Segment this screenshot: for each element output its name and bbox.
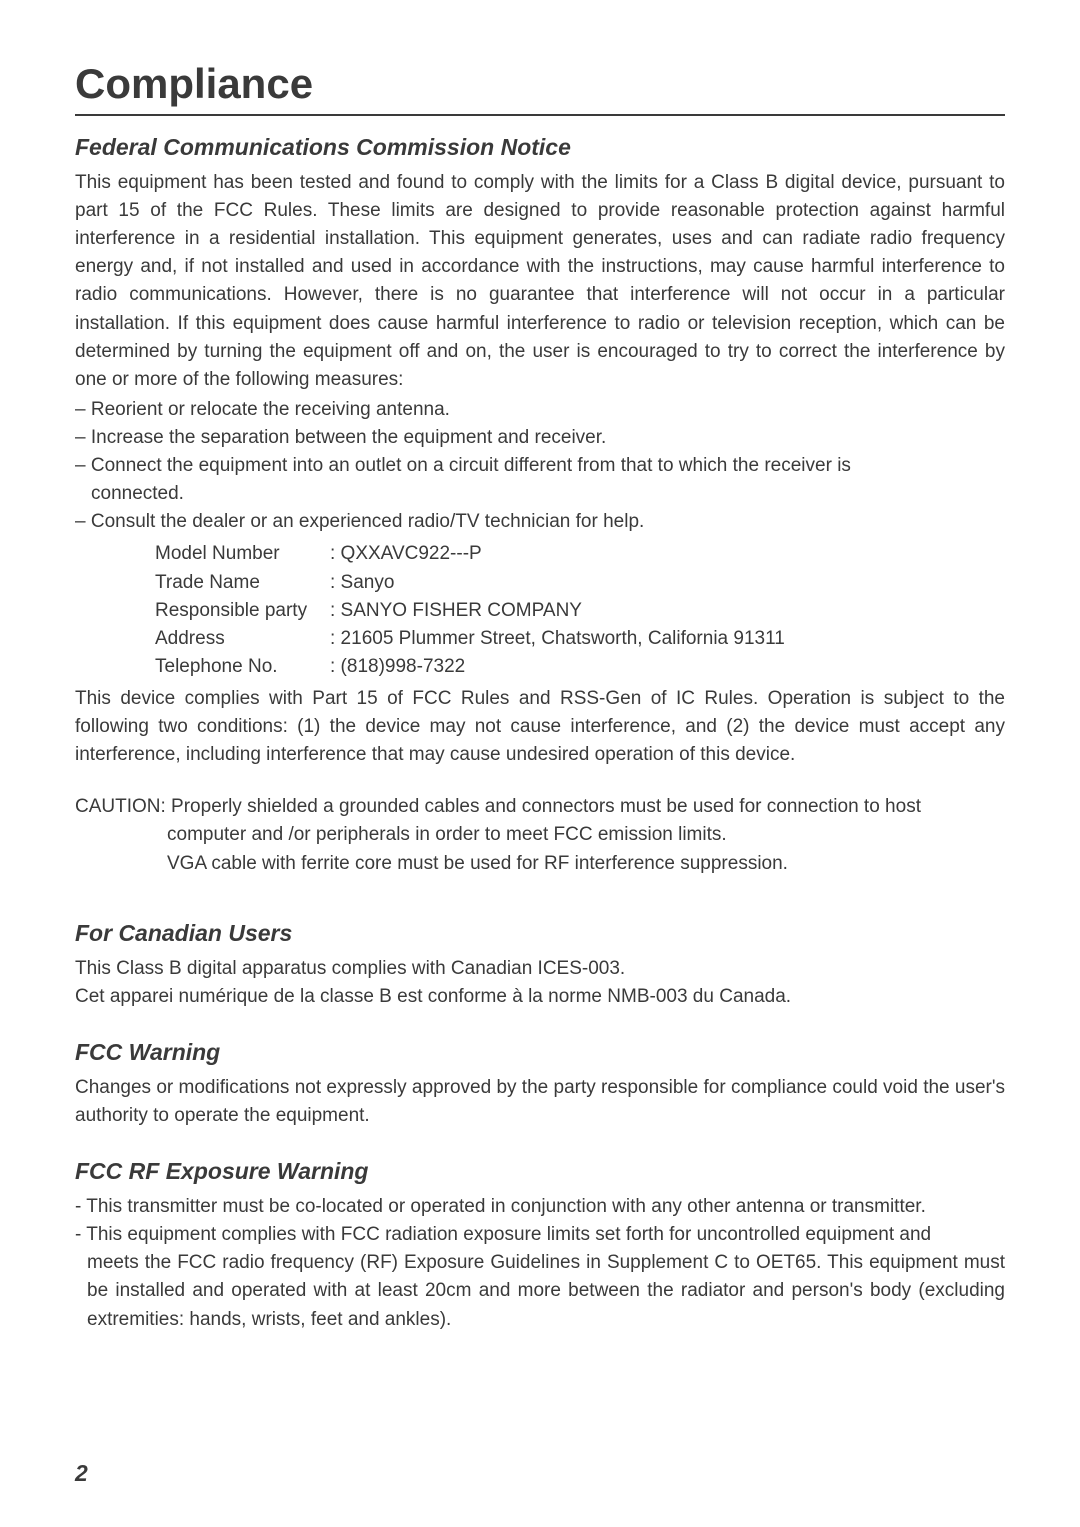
- bullet-item: – Reorient or relocate the receiving ant…: [75, 396, 1005, 424]
- rf-item: - This transmitter must be co-located or…: [75, 1193, 1005, 1221]
- rf-exposure-heading: FCC RF Exposure Warning: [75, 1158, 1005, 1185]
- canadian-heading: For Canadian Users: [75, 920, 1005, 947]
- bullet-item: – Connect the equipment into an outlet o…: [75, 452, 1005, 480]
- info-value: : 21605 Plummer Street, Chatsworth, Cali…: [330, 625, 1005, 653]
- info-table: Model Number : QXXAVC922---P Trade Name …: [155, 540, 1005, 681]
- info-value: : QXXAVC922---P: [330, 540, 1005, 568]
- bullet-item: – Consult the dealer or an experienced r…: [75, 508, 1005, 536]
- canadian-line: Cet apparei numérique de la classe B est…: [75, 983, 1005, 1011]
- table-row: Address : 21605 Plummer Street, Chatswor…: [155, 625, 1005, 653]
- rf-item-continued: meets the FCC radio frequency (RF) Expos…: [75, 1249, 1005, 1333]
- page-title: Compliance: [75, 60, 1005, 116]
- caution-block: CAUTION: Properly shielded a grounded ca…: [75, 793, 1005, 877]
- rf-item: - This equipment complies with FCC radia…: [75, 1221, 1005, 1249]
- caution-line: VGA cable with ferrite core must be used…: [75, 850, 1005, 878]
- page-number: 2: [75, 1460, 88, 1487]
- bullet-item: – Increase the separation between the eq…: [75, 424, 1005, 452]
- bullet-item-continued: connected.: [75, 480, 1005, 508]
- info-label: Model Number: [155, 540, 330, 568]
- info-value: : Sanyo: [330, 569, 1005, 597]
- table-row: Model Number : QXXAVC922---P: [155, 540, 1005, 568]
- fcc-warning-paragraph: Changes or modifications not expressly a…: [75, 1074, 1005, 1130]
- compliance-paragraph: This device complies with Part 15 of FCC…: [75, 685, 1005, 769]
- fcc-notice-paragraph: This equipment has been tested and found…: [75, 169, 1005, 394]
- info-label: Trade Name: [155, 569, 330, 597]
- info-value: : SANYO FISHER COMPANY: [330, 597, 1005, 625]
- table-row: Telephone No. : (818)998-7322: [155, 653, 1005, 681]
- fcc-notice-heading: Federal Communications Commission Notice: [75, 134, 1005, 161]
- canadian-line: This Class B digital apparatus complies …: [75, 955, 1005, 983]
- info-label: Address: [155, 625, 330, 653]
- info-label: Telephone No.: [155, 653, 330, 681]
- fcc-warning-heading: FCC Warning: [75, 1039, 1005, 1066]
- info-value: : (818)998-7322: [330, 653, 1005, 681]
- caution-line: CAUTION: Properly shielded a grounded ca…: [75, 793, 1005, 821]
- table-row: Trade Name : Sanyo: [155, 569, 1005, 597]
- table-row: Responsible party : SANYO FISHER COMPANY: [155, 597, 1005, 625]
- caution-line: computer and /or peripherals in order to…: [75, 821, 1005, 849]
- info-label: Responsible party: [155, 597, 330, 625]
